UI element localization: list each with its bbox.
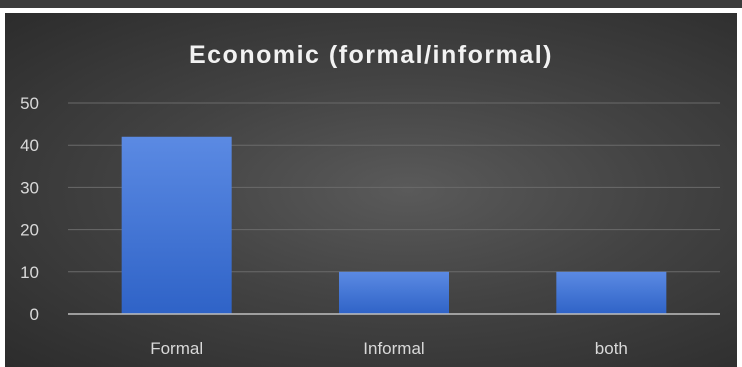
bars: [121, 136, 667, 314]
window-top-bar: [0, 0, 742, 8]
chart-area: Economic (formal/informal) 0 10 20 30 40 50 F…: [5, 13, 737, 367]
y-tick-label: 20: [20, 221, 39, 240]
y-tick-label: 50: [20, 94, 39, 113]
bar-both: [556, 271, 667, 314]
y-tick-label: 0: [30, 305, 39, 324]
y-tick-label: 40: [20, 136, 39, 155]
y-axis-ticks: 0 10 20 30 40 50: [20, 94, 39, 324]
y-tick-label: 30: [20, 178, 39, 197]
x-tick-label: Formal: [150, 339, 203, 358]
bar-chart: 0 10 20 30 40 50 Formal Informal both: [20, 94, 720, 358]
bar-formal: [121, 136, 232, 314]
bar-informal: [339, 271, 449, 314]
x-axis-ticks: Formal Informal both: [150, 339, 628, 358]
x-tick-label: Informal: [363, 339, 424, 358]
y-tick-label: 10: [20, 263, 39, 282]
chart-title: Economic (formal/informal): [188, 41, 554, 69]
x-tick-label: both: [595, 339, 628, 358]
